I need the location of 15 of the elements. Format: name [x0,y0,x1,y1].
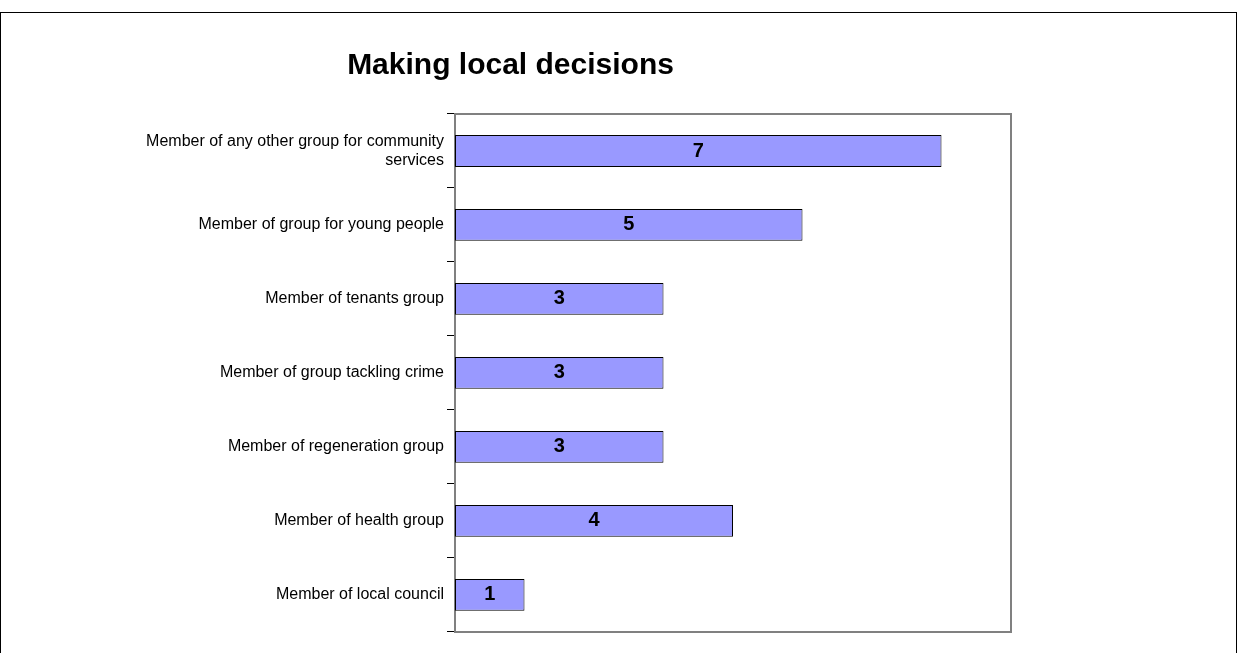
y-tick-label: Member of group for young people [198,215,445,233]
chart-title: Making local decisions [347,47,674,81]
data-label: 7 [692,138,704,161]
data-label: 3 [553,286,565,309]
data-label: 4 [588,508,601,531]
y-tick-label: Member of regeneration group [227,437,445,455]
y-tick-label: Member of group tackling crime [219,363,445,381]
y-tick-label: Member of health group [274,511,445,529]
data-label: 1 [484,582,496,605]
y-tick-label: Member of any other group for community services [146,131,444,168]
y-tick-label: Member of tenants group [265,289,445,307]
y-tick-label: Member of local council [275,585,444,603]
data-label: 5 [623,212,635,235]
data-label: 3 [553,360,565,383]
data-label: 3 [553,434,565,457]
